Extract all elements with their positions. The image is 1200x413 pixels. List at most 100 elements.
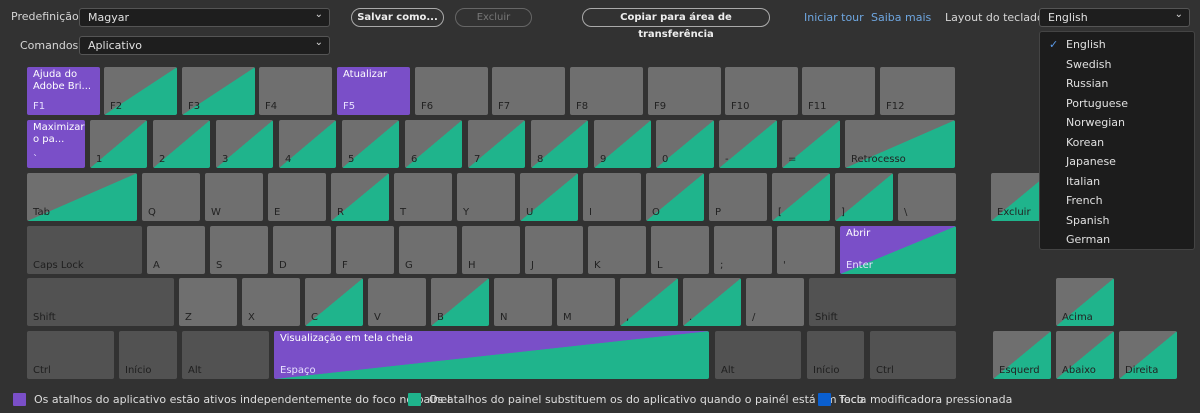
key-w[interactable]: W	[205, 173, 263, 221]
key-label: =	[788, 154, 797, 165]
key-3[interactable]: 3	[216, 120, 273, 168]
key-o[interactable]: O	[646, 173, 704, 221]
key-0[interactable]: 0	[656, 120, 714, 168]
key-inciosymbol[interactable]: Início	[807, 331, 864, 379]
key-f3[interactable]: F3	[182, 67, 255, 115]
key-u[interactable]: U	[520, 173, 578, 221]
key-tab[interactable]: Tab	[27, 173, 137, 221]
layout-option-swedish[interactable]: Swedish	[1040, 55, 1194, 75]
key-f12[interactable]: F12	[880, 67, 955, 115]
key-n[interactable]: N	[494, 278, 552, 326]
key-f8[interactable]: F8	[570, 67, 643, 115]
key-espaosymbol[interactable]: Visualização em tela cheia Espaço	[274, 331, 709, 379]
key-k[interactable]: K	[588, 226, 646, 274]
key-f4[interactable]: F4	[259, 67, 332, 115]
key-enter[interactable]: Abrir Enter	[840, 226, 956, 274]
keyboard-layout-dropdown[interactable]: English ⌄	[1039, 8, 1190, 27]
key-6[interactable]: 6	[405, 120, 462, 168]
key-ctrl[interactable]: Ctrl	[870, 331, 956, 379]
layout-option-italian[interactable]: Italian	[1040, 172, 1194, 192]
key-7[interactable]: 7	[468, 120, 525, 168]
key-9[interactable]: 9	[594, 120, 651, 168]
commands-dropdown[interactable]: Aplicativo ⌄	[79, 36, 330, 55]
key-g[interactable]: G	[399, 226, 457, 274]
key-m[interactable]: M	[557, 278, 615, 326]
layout-option-japanese[interactable]: Japanese	[1040, 152, 1194, 172]
key-capslock[interactable]: Caps Lock	[27, 226, 142, 274]
key-f2[interactable]: F2	[104, 67, 177, 115]
key-x[interactable]: X	[242, 278, 300, 326]
key-ctrl[interactable]: Ctrl	[27, 331, 114, 379]
key-h[interactable]: H	[462, 226, 520, 274]
key-inciosymbol[interactable]: Início	[119, 331, 177, 379]
key-symbol[interactable]: -	[719, 120, 777, 168]
key-p[interactable]: P	[709, 173, 767, 221]
key-symbol[interactable]: ;	[714, 226, 772, 274]
key-shift[interactable]: Shift	[809, 278, 956, 326]
key-5[interactable]: 5	[342, 120, 399, 168]
key-abaixo[interactable]: Abaixo	[1056, 331, 1114, 379]
key-4[interactable]: 4	[279, 120, 336, 168]
key-y[interactable]: Y	[457, 173, 515, 221]
key-symbol[interactable]: /	[746, 278, 804, 326]
key-b[interactable]: B	[431, 278, 489, 326]
key-d[interactable]: D	[273, 226, 331, 274]
copy-to-clipboard-button[interactable]: Copiar para área de transferência	[582, 8, 770, 40]
key-f[interactable]: F	[336, 226, 394, 274]
layout-option-norwegian[interactable]: Norwegian	[1040, 113, 1194, 133]
key-symbol[interactable]: =	[782, 120, 840, 168]
layout-option-spanish[interactable]: Spanish	[1040, 211, 1194, 231]
key-2[interactable]: 2	[153, 120, 210, 168]
key-symbol[interactable]: Maximizar o pa... `	[27, 120, 85, 168]
key-f1[interactable]: Ajuda do Adobe Bri... F1	[27, 67, 100, 115]
key-c[interactable]: C	[305, 278, 363, 326]
key-t[interactable]: T	[394, 173, 452, 221]
key-f9[interactable]: F9	[648, 67, 721, 115]
key-v[interactable]: V	[368, 278, 426, 326]
preset-dropdown[interactable]: Magyar ⌄	[79, 8, 330, 27]
key-z[interactable]: Z	[179, 278, 237, 326]
key-direita[interactable]: Direita	[1119, 331, 1177, 379]
delete-button[interactable]: Excluir	[455, 8, 532, 27]
key-8[interactable]: 8	[531, 120, 588, 168]
start-tour-link[interactable]: Iniciar tour	[804, 11, 864, 24]
key-l[interactable]: L	[651, 226, 709, 274]
key-q[interactable]: Q	[142, 173, 200, 221]
key-f5[interactable]: Atualizar F5	[337, 67, 410, 115]
key-1[interactable]: 1	[90, 120, 147, 168]
key-f6[interactable]: F6	[415, 67, 488, 115]
key-alt[interactable]: Alt	[182, 331, 269, 379]
key-symbol[interactable]: [	[772, 173, 830, 221]
layout-option-portuguese[interactable]: Portuguese	[1040, 94, 1194, 114]
key-f11[interactable]: F11	[802, 67, 875, 115]
key-r[interactable]: R	[331, 173, 389, 221]
key-s[interactable]: S	[210, 226, 268, 274]
key-retrocesso[interactable]: Retrocesso	[845, 120, 955, 168]
legend-item: Os atalhos do painel substituem os do ap…	[408, 393, 863, 406]
key-symbol[interactable]: .	[683, 278, 741, 326]
key-f10[interactable]: F10	[725, 67, 798, 115]
key-label: O	[652, 207, 660, 218]
layout-option-english[interactable]: ✓ English	[1040, 35, 1194, 55]
layout-option-russian[interactable]: Russian	[1040, 74, 1194, 94]
legend-swatch	[13, 393, 26, 406]
key-e[interactable]: E	[268, 173, 326, 221]
key-alt[interactable]: Alt	[715, 331, 801, 379]
key-shift[interactable]: Shift	[27, 278, 174, 326]
key-label: I	[589, 207, 592, 218]
key-i[interactable]: I	[583, 173, 641, 221]
key-symbol[interactable]: ,	[620, 278, 678, 326]
key-a[interactable]: A	[147, 226, 205, 274]
key-f7[interactable]: F7	[492, 67, 565, 115]
learn-more-link[interactable]: Saiba mais	[871, 11, 932, 24]
key-symbol[interactable]: '	[777, 226, 835, 274]
key-symbol[interactable]: \	[898, 173, 956, 221]
layout-option-german[interactable]: German	[1040, 230, 1194, 250]
key-esquerd[interactable]: Esquerd	[993, 331, 1051, 379]
layout-option-korean[interactable]: Korean	[1040, 133, 1194, 153]
key-symbol[interactable]: ]	[835, 173, 893, 221]
key-acima[interactable]: Acima	[1056, 278, 1114, 326]
key-j[interactable]: J	[525, 226, 583, 274]
layout-option-french[interactable]: French	[1040, 191, 1194, 211]
save-as-button[interactable]: Salvar como...	[351, 8, 444, 27]
